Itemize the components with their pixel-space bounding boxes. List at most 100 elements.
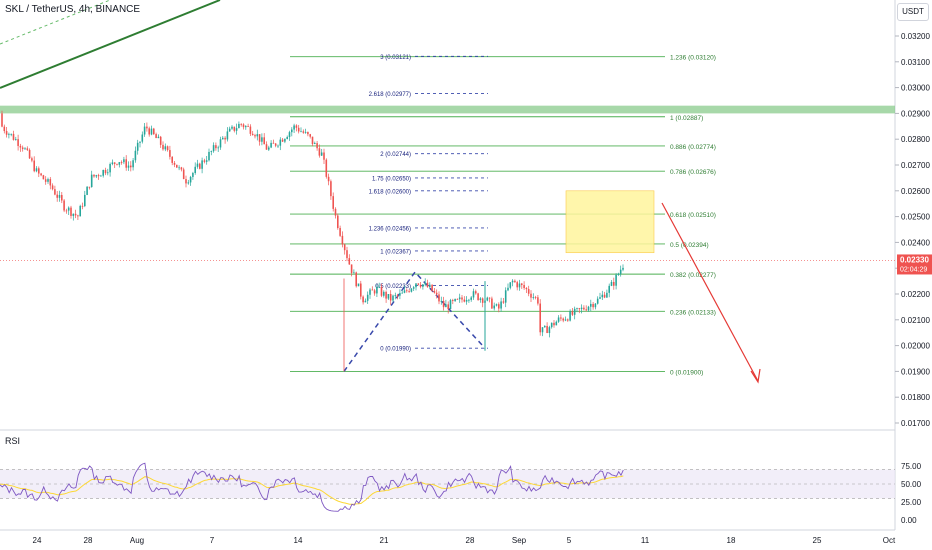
- candle-body: [84, 194, 86, 207]
- candle-body: [189, 176, 192, 183]
- y-tick-label: 0.02700: [901, 161, 930, 170]
- projection-level-label: 3 (0.03121): [380, 55, 411, 61]
- candle-body: [389, 294, 392, 301]
- candle-body: [343, 244, 346, 251]
- rsi-line: [0, 462, 624, 512]
- candle-body: [470, 297, 472, 300]
- rsi-label: RSI: [5, 436, 21, 446]
- candle-body: [235, 128, 238, 131]
- y-tick-label: 0.02000: [901, 342, 930, 351]
- candle-body: [72, 213, 75, 216]
- projection-zigzag: [343, 270, 486, 372]
- candle-body: [406, 290, 408, 292]
- candle-body: [279, 139, 282, 146]
- candle-body: [222, 137, 224, 140]
- candle-body: [369, 289, 371, 295]
- candle-body: [613, 281, 615, 286]
- candle-body: [61, 194, 63, 201]
- projection-arrowhead: [750, 368, 761, 384]
- fib-level-label: 0.786 (0.02676): [670, 169, 716, 176]
- candle-body: [357, 283, 360, 287]
- candle-body: [429, 284, 431, 288]
- candle-body: [17, 139, 19, 146]
- candle-body: [525, 287, 528, 290]
- candle-body: [323, 152, 325, 160]
- candle-body: [86, 186, 88, 195]
- candle-body: [157, 136, 160, 139]
- candle-body: [571, 311, 574, 315]
- candle-body: [387, 294, 390, 299]
- candle-body: [481, 298, 484, 303]
- rsi-tick-label: 75.00: [901, 462, 922, 471]
- candle-body: [534, 297, 537, 298]
- candle-body: [433, 291, 436, 293]
- candle-body: [385, 291, 387, 299]
- candle-body: [422, 284, 424, 287]
- candle-body: [270, 142, 272, 148]
- candle-body: [102, 169, 104, 176]
- candle-body: [532, 297, 535, 298]
- fib-level-label: 0.236 (0.02133): [670, 309, 716, 316]
- candle-body: [258, 134, 261, 142]
- candle-body: [316, 143, 318, 149]
- candle-body: [468, 299, 470, 301]
- target-zone: [565, 190, 655, 254]
- candle-body: [171, 156, 173, 163]
- candle-body: [426, 282, 429, 288]
- candle-body: [40, 173, 42, 176]
- candle-body: [162, 144, 164, 150]
- candle-body: [509, 282, 512, 288]
- candle-body: [364, 300, 367, 303]
- candle-body: [164, 146, 167, 150]
- candle-body: [150, 128, 153, 135]
- candle-body: [143, 126, 146, 135]
- y-tick-label: 0.02900: [901, 109, 930, 118]
- candle-body: [56, 194, 58, 198]
- candle-body: [49, 179, 52, 186]
- x-tick-label: Oct: [883, 536, 896, 545]
- candle-body: [590, 303, 592, 307]
- projection-level-label: 1 (0.02367): [380, 249, 411, 255]
- projection-arrow: [661, 202, 759, 382]
- candle-body: [523, 284, 525, 288]
- candle-body: [458, 297, 461, 300]
- candle-body: [498, 304, 500, 309]
- candle-body: [530, 293, 532, 298]
- fib-level-label: 0.618 (0.02510): [670, 212, 716, 219]
- candle-body: [185, 179, 187, 184]
- candle-body: [504, 290, 507, 303]
- candle-body: [475, 291, 477, 294]
- candle-body: [187, 182, 190, 184]
- candle-body: [51, 185, 54, 190]
- fib-level-label: 1.236 (0.03120): [670, 55, 716, 62]
- candle-body: [93, 174, 95, 177]
- last-price-badge: [897, 254, 932, 275]
- rsi-tick-label: 50.00: [901, 480, 922, 489]
- currency-button[interactable]: USDT: [897, 3, 929, 21]
- candle-body: [410, 288, 413, 292]
- candle-body: [355, 272, 357, 287]
- candle-body: [286, 137, 288, 139]
- rsi-ma-line: [0, 475, 624, 505]
- candle-body: [291, 129, 293, 133]
- candle-body: [261, 137, 263, 142]
- candle-body: [3, 126, 6, 132]
- candle-body: [544, 325, 546, 328]
- projection-level-label: 0.5 (0.02233): [375, 284, 411, 290]
- candle-body: [176, 164, 178, 168]
- candle-body: [19, 145, 22, 148]
- x-tick-label: 21: [380, 536, 389, 545]
- candle-body: [495, 304, 498, 306]
- candle-body: [125, 159, 127, 168]
- candle-body: [491, 298, 493, 309]
- candle-body: [65, 210, 68, 212]
- candle-body: [196, 163, 199, 167]
- candle-body: [592, 303, 594, 308]
- projection-level-label: 2.618 (0.02977): [369, 92, 411, 98]
- candle-body: [123, 159, 125, 163]
- candle-body: [412, 287, 415, 289]
- candle-body: [500, 301, 502, 309]
- candle-body: [606, 292, 608, 298]
